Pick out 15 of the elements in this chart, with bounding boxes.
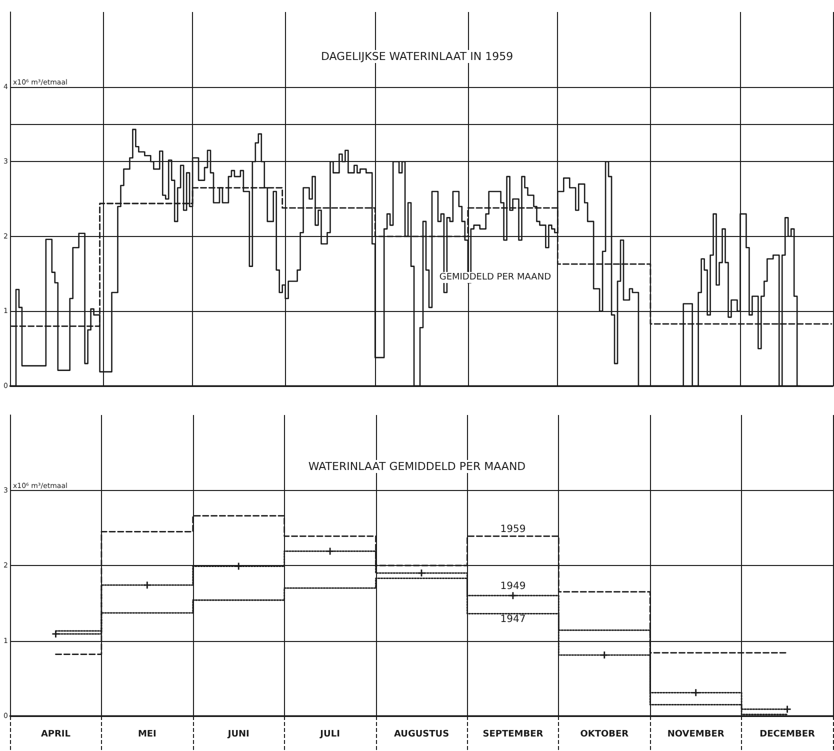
x-tick-label: JUNI (226, 730, 250, 740)
text: WATERINLAAT GEMIDDELD PER MAAND (308, 460, 526, 473)
annotation: 1959 (500, 524, 526, 535)
x-tick-label: SEPTEMBER (482, 730, 544, 740)
annotation: GEMIDDELD PER MAAND (439, 272, 552, 282)
text: DAGELIJKSE WATERINLAAT IN 1959 (320, 50, 514, 63)
annotation: 1949 (500, 581, 526, 592)
x-tick-label: NOVEMBER (667, 730, 724, 740)
x-tick-label: APRIL (40, 730, 71, 740)
x-tick-label: OKTOBER (580, 730, 629, 740)
x-tick-label: DECEMBER (760, 730, 815, 740)
x-tick-label: MEI (138, 730, 156, 740)
annotation: 1947 (500, 614, 526, 626)
x-tick-label: AUGUSTUS (394, 730, 450, 740)
x-tick-label: JULI (319, 730, 340, 740)
